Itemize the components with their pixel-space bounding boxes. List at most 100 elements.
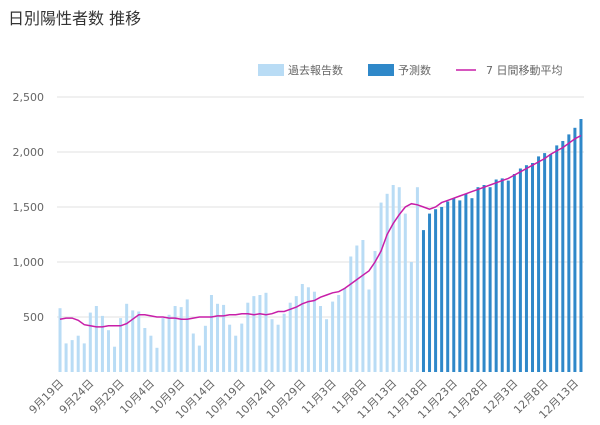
bar <box>282 313 286 372</box>
bar <box>428 213 432 372</box>
bar <box>100 315 104 372</box>
bar <box>288 302 292 372</box>
bar <box>179 307 183 372</box>
bar <box>76 335 80 372</box>
bar <box>312 291 316 372</box>
bar <box>70 340 74 372</box>
bar <box>440 207 444 372</box>
bar <box>561 141 565 372</box>
bar <box>161 318 165 372</box>
bar <box>506 180 510 372</box>
bar <box>512 174 516 372</box>
bar <box>464 193 468 372</box>
bar <box>373 251 377 372</box>
bar <box>319 306 322 372</box>
bar <box>228 324 232 372</box>
bar <box>106 330 110 372</box>
bar <box>300 284 304 372</box>
bar <box>325 319 329 372</box>
bar <box>434 209 438 372</box>
bar <box>385 193 389 372</box>
bar <box>543 153 547 372</box>
bar <box>270 319 274 372</box>
bar <box>555 145 559 372</box>
bar <box>421 230 425 372</box>
bar <box>488 187 492 372</box>
bar <box>306 287 310 372</box>
bar <box>191 333 195 372</box>
bar <box>415 187 419 372</box>
bar <box>361 240 365 372</box>
bar <box>573 127 577 372</box>
bar <box>222 304 226 372</box>
legend-label: 過去報告数 <box>288 64 343 77</box>
bar <box>240 323 244 372</box>
bar <box>88 312 92 372</box>
bar <box>403 213 407 372</box>
bar <box>264 292 268 372</box>
bar <box>197 345 201 372</box>
bar <box>167 314 171 372</box>
bar <box>518 168 522 372</box>
bar <box>391 185 395 372</box>
bar <box>258 295 262 372</box>
legend-swatch <box>368 64 394 76</box>
bar <box>482 185 486 372</box>
bar <box>355 245 359 372</box>
legend-label: 7 日間移動平均 <box>486 63 563 77</box>
bar <box>379 202 383 372</box>
bar <box>173 306 177 372</box>
bar <box>531 163 535 372</box>
bar <box>64 343 68 372</box>
y-tick-label: 2,000 <box>13 146 45 159</box>
bar <box>131 310 135 372</box>
bar <box>500 178 504 372</box>
y-tick-label: 2,500 <box>13 91 45 104</box>
bar <box>470 198 474 372</box>
y-tick-label: 1,500 <box>13 201 45 214</box>
bar <box>143 328 147 372</box>
bar <box>524 165 528 372</box>
y-tick-label: 500 <box>23 311 44 324</box>
bar <box>58 308 62 372</box>
bar <box>209 295 213 372</box>
bar <box>203 325 207 372</box>
y-tick-label: 1,000 <box>13 256 45 269</box>
bar <box>125 303 129 372</box>
bar <box>549 154 553 372</box>
bar <box>331 301 335 372</box>
bar <box>155 347 159 372</box>
bar <box>94 306 98 372</box>
bar <box>397 187 401 372</box>
bar <box>367 289 371 372</box>
legend-swatch <box>258 64 284 76</box>
bar <box>343 288 347 372</box>
bar <box>149 335 153 372</box>
bar <box>216 303 220 372</box>
bar <box>494 179 498 372</box>
bar <box>185 299 189 372</box>
bar <box>567 134 571 372</box>
bar <box>349 256 353 372</box>
bar <box>113 346 117 372</box>
bar <box>458 200 462 372</box>
bar <box>537 156 541 372</box>
bar <box>234 335 238 372</box>
bar <box>82 343 86 372</box>
legend-label: 予測数 <box>398 63 431 77</box>
bar <box>246 302 250 372</box>
bar <box>276 324 280 372</box>
line <box>59 134 582 328</box>
bar <box>409 262 413 372</box>
bar <box>294 296 298 372</box>
bar <box>337 295 341 372</box>
bar <box>579 119 583 372</box>
bar <box>452 198 456 372</box>
bar <box>137 311 141 372</box>
bar <box>252 296 256 372</box>
chart-title: 日別陽性者数 推移 <box>8 9 141 28</box>
bar <box>446 201 450 372</box>
bar <box>119 318 123 372</box>
bar <box>476 187 480 372</box>
